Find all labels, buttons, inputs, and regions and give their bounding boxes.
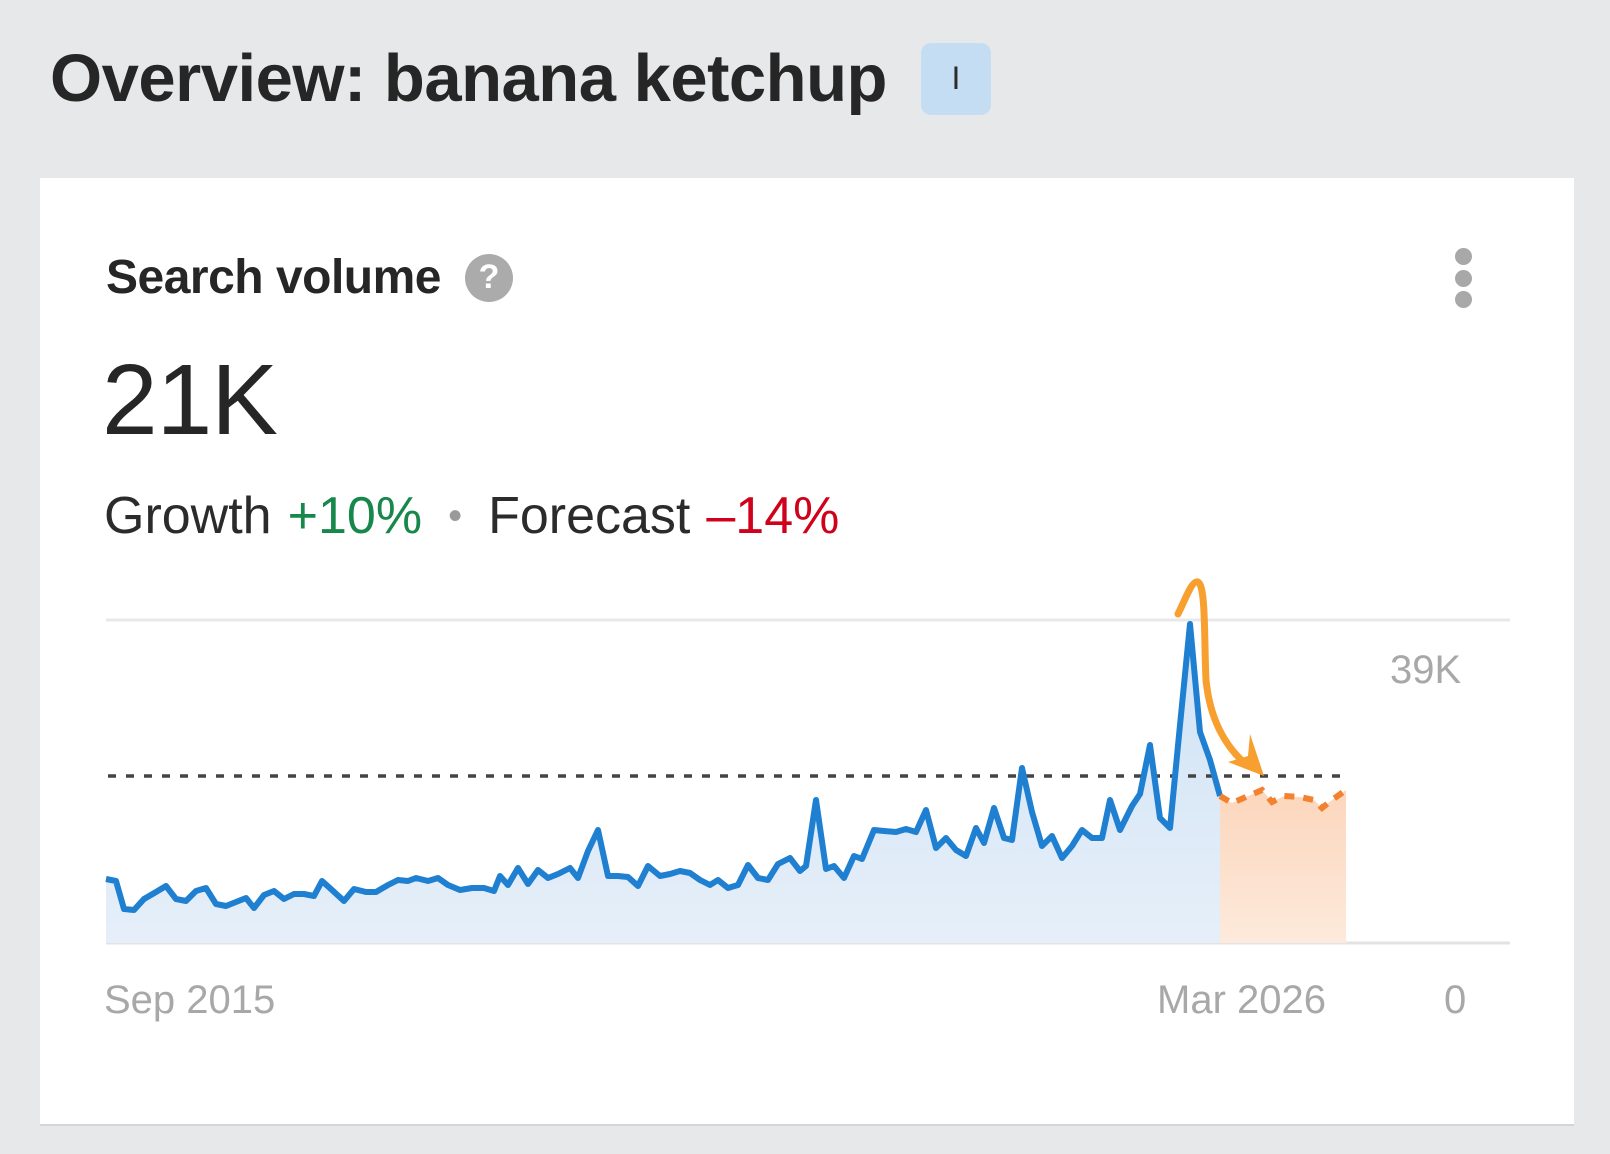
- search-volume-value: 21K: [102, 344, 278, 456]
- kebab-menu-icon-dot: [1454, 291, 1472, 308]
- forecast-line: [1218, 786, 1348, 813]
- forecast-label: Forecast: [488, 487, 691, 545]
- kebab-menu-icon-dot: [1454, 269, 1472, 287]
- search-volume-card: Search volume ? 21K Growth +10% • Foreca…: [40, 178, 1574, 1124]
- forecast-area: [1220, 790, 1346, 943]
- x-axis-end-label: Mar 2026: [1157, 978, 1326, 1022]
- card-title: Search volume: [106, 251, 441, 304]
- historical-area: [106, 624, 1220, 943]
- kebab-menu-icon-dot: [1454, 248, 1472, 265]
- annotation-arrow-head-icon: [1228, 734, 1264, 776]
- more-options-button[interactable]: [1448, 248, 1478, 308]
- card-header: Search volume ?: [106, 250, 513, 305]
- separator-dot: •: [448, 493, 463, 538]
- y-axis-max-label: 39K: [1390, 648, 1462, 692]
- intent-badge[interactable]: I: [920, 42, 991, 115]
- page-header: Overview: banana ketchup I: [50, 40, 991, 117]
- forecast-value: –14%: [706, 487, 840, 545]
- historical-line: [105, 621, 1223, 913]
- stats-row: Growth +10% • Forecast –14%: [104, 486, 839, 546]
- help-icon[interactable]: ?: [464, 253, 513, 302]
- y-axis-min-label: 0: [1444, 978, 1467, 1022]
- x-axis-start-label: Sep 2015: [104, 978, 276, 1022]
- growth-value: +10%: [287, 487, 423, 545]
- growth-label: Growth: [104, 487, 272, 545]
- annotation-arrow-icon: [1174, 578, 1252, 770]
- page-title: Overview: banana ketchup: [50, 41, 887, 116]
